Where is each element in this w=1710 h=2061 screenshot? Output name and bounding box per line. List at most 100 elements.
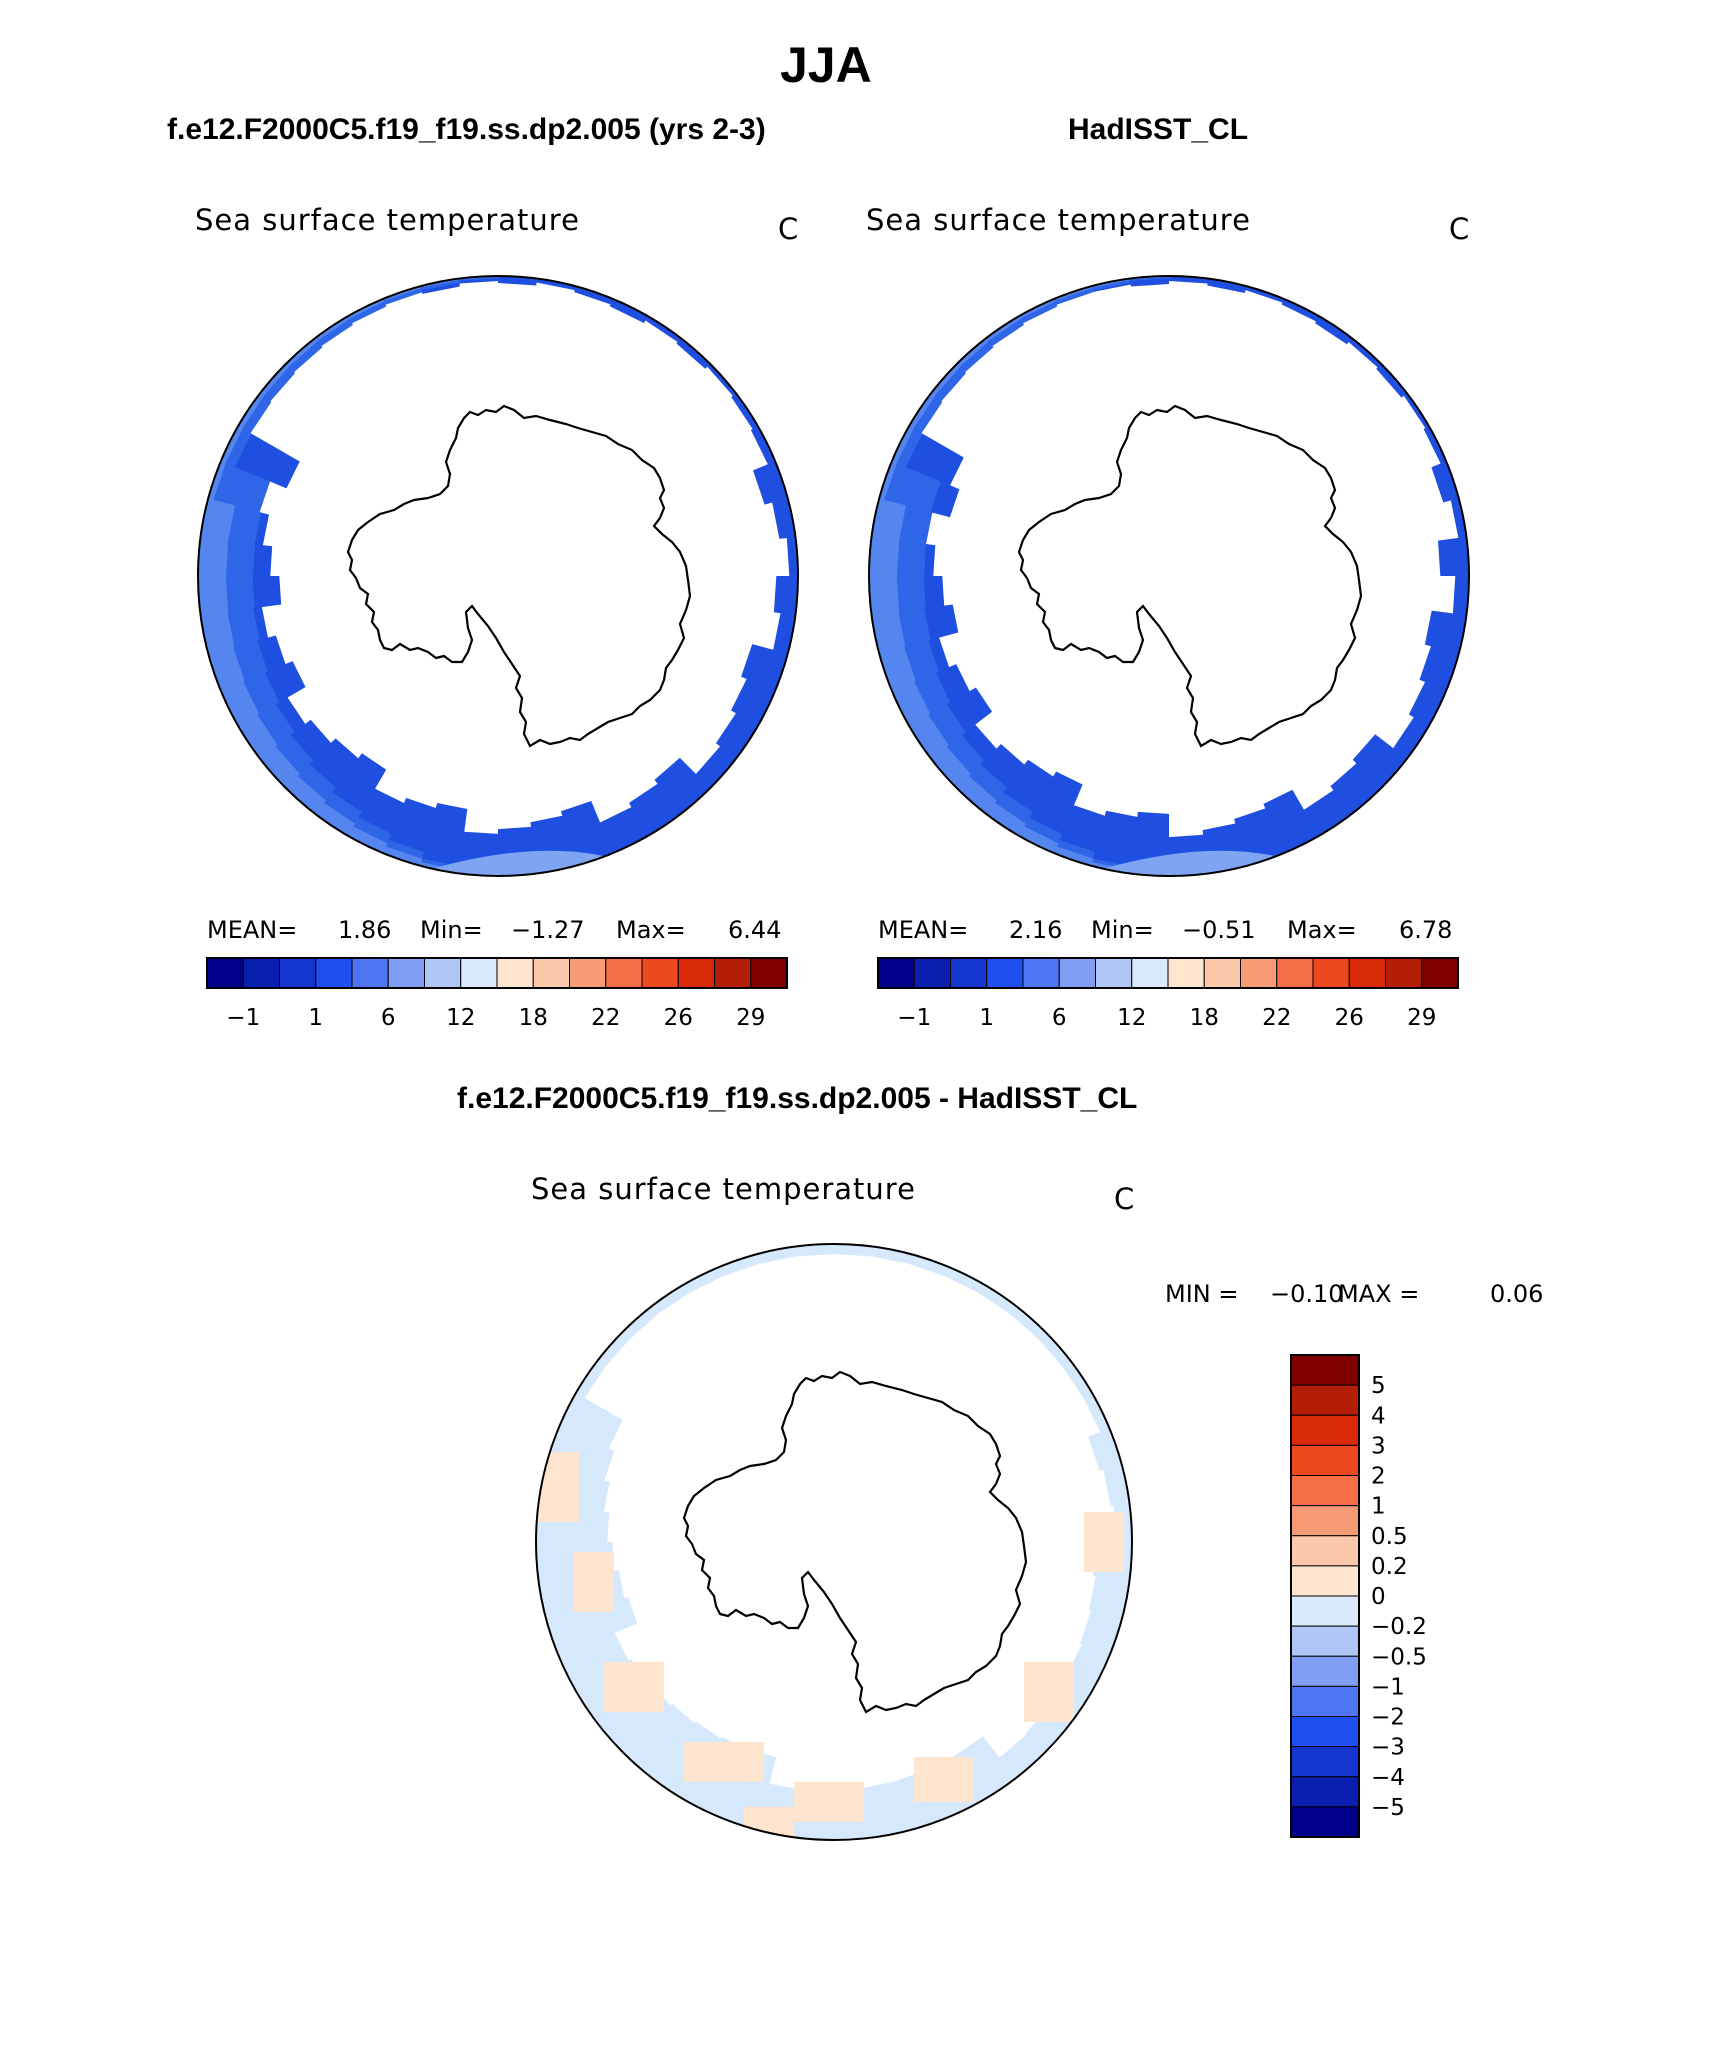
panel3-colorbar-box [1290, 1384, 1360, 1416]
panel1-colorbar-box [496, 957, 534, 989]
panel1-colorbar-box [351, 957, 389, 989]
panel3-colorbar-box [1290, 1625, 1360, 1657]
panel3-diff-positive-patch [914, 1757, 974, 1802]
panel1-colorbar-box [677, 957, 715, 989]
panel3-colorbar-tick-label: −0.2 [1371, 1614, 1427, 1640]
panel2-colorbar-tick-label: 29 [1407, 1005, 1436, 1031]
panel3-colorbar-tick-label: 0 [1371, 1584, 1386, 1610]
panel2-colorbar-tick-label: 6 [1052, 1005, 1067, 1031]
panel2-colorbar-box [1312, 957, 1350, 989]
panel1-sst-band-warmest [408, 850, 638, 876]
page-title: JJA [780, 37, 872, 93]
panel2-heading: HadISST_CL [1068, 113, 1249, 146]
panel3-colorbar-tick-label: 0.2 [1371, 1554, 1408, 1580]
panel1-mean-label: MEAN= [207, 916, 298, 944]
panel2-colorbar-box [1385, 957, 1423, 989]
panel3-colorbar-box [1290, 1535, 1360, 1567]
panel3-colorbar-box [1290, 1565, 1360, 1597]
panel1-colorbar-tick-label: 1 [308, 1005, 323, 1031]
panel2-max-label: Max= [1287, 916, 1357, 944]
panel2-colorbar-box [950, 957, 988, 989]
panel3-heading: f.e12.F2000C5.f19_f19.ss.dp2.005 - HadIS… [457, 1082, 1138, 1115]
panel1-variable-label: Sea surface temperature [195, 203, 580, 237]
panel3-max-label: MAX = [1338, 1280, 1420, 1308]
panel1-max: 6.44 [728, 916, 782, 944]
panel3-variable-label: Sea surface temperature [531, 1172, 916, 1206]
panel3-colorbar-box [1290, 1505, 1360, 1537]
panel2-max: 6.78 [1399, 916, 1453, 944]
panel1-colorbar-frame [206, 957, 788, 989]
panel2-colorbar-box [913, 957, 951, 989]
panel3-colorbar-box [1290, 1746, 1360, 1778]
panel1-min: −1.27 [511, 916, 585, 944]
panel3-units: C [1114, 1182, 1136, 1216]
panel3-colorbar-box [1290, 1354, 1360, 1386]
panel3-colorbar-box [1290, 1475, 1360, 1507]
panel1-map-border [197, 275, 799, 877]
panel1-colorbar-box [532, 957, 570, 989]
panel1-colorbar-tick-label: 26 [664, 1005, 693, 1031]
panel3-colorbar-box [1290, 1444, 1360, 1476]
panel1-min-label: Min= [420, 916, 483, 944]
panel1-colorbar-box [750, 957, 788, 989]
panel3-colorbar-box [1290, 1595, 1360, 1627]
panel1-colorbar-box [641, 957, 679, 989]
panel2-colorbar-box [877, 957, 915, 989]
panel3-colorbar-tick-label: 5 [1371, 1373, 1386, 1399]
panel1-mean: 1.86 [338, 916, 392, 944]
panel2-colorbar-tick-label: 1 [979, 1005, 994, 1031]
panel1-colorbar-tick-label: 12 [446, 1005, 475, 1031]
panel3-map [536, 1244, 1132, 1840]
panel2-units: C [1449, 212, 1471, 246]
panel2-colorbar-box [1095, 957, 1133, 989]
panel3-colorbar-tick-label: −2 [1371, 1705, 1405, 1731]
panel2-colorbar-tick-label: 18 [1190, 1005, 1219, 1031]
panel3-diff-positive-patch [604, 1662, 664, 1712]
panel1-colorbar-box [315, 957, 353, 989]
panel1-colorbar-tick-label: 29 [736, 1005, 765, 1031]
panel1-map [198, 276, 798, 876]
panel2-min: −0.51 [1182, 916, 1256, 944]
panel1-units: C [778, 212, 800, 246]
panel2-colorbar-box [1276, 957, 1314, 989]
panel3-diff-positive-patch [1084, 1512, 1124, 1572]
panel1-colorbar-tick-label: −1 [226, 1005, 260, 1031]
panel2-colorbar-tick-label: 26 [1335, 1005, 1364, 1031]
panel2-colorbar-frame [877, 957, 1459, 989]
panel3-colorbar-box [1290, 1776, 1360, 1808]
panel2-sst-band-warmest [1079, 850, 1309, 876]
panel3-min: −0.10 [1270, 1280, 1344, 1308]
panel3-colorbar-tick-label: −3 [1371, 1735, 1405, 1761]
panel3-min-label: MIN = [1165, 1280, 1239, 1308]
panel1-colorbar-box [424, 957, 462, 989]
panel3-diff-positive-patch [574, 1552, 614, 1612]
panel3-colorbar-tick-label: −1 [1371, 1674, 1405, 1700]
panel3-colorbar-box [1290, 1414, 1360, 1446]
panel3-colorbar-tick-label: 0.5 [1371, 1524, 1408, 1550]
panel2-colorbar-tick-label: −1 [897, 1005, 931, 1031]
panel3-colorbar-tick-label: −4 [1371, 1765, 1405, 1791]
panel2-colorbar-box [1348, 957, 1386, 989]
panel3-colorbar-tick-label: −5 [1371, 1795, 1405, 1821]
panel3-colorbar-tick-label: 3 [1371, 1433, 1386, 1459]
panel2-map-border [868, 275, 1470, 877]
panel2-mean: 2.16 [1009, 916, 1063, 944]
panel1-colorbar-box [387, 957, 425, 989]
panel3-colorbar-box [1290, 1655, 1360, 1687]
panel1-colorbar-box [714, 957, 752, 989]
panel2-colorbar-box [1022, 957, 1060, 989]
panel1-colorbar-box [605, 957, 643, 989]
panel1-colorbar-tick-label: 6 [381, 1005, 396, 1031]
panel3-colorbar-tick-label: −0.5 [1371, 1644, 1427, 1670]
panel2-colorbar-tick-label: 22 [1262, 1005, 1291, 1031]
panel3-colorbar-frame [1290, 1354, 1360, 1838]
panel3-colorbar-box [1290, 1716, 1360, 1748]
panel1-colorbar-box [460, 957, 498, 989]
panel2-colorbar-box [1131, 957, 1169, 989]
panel3-diff-positive-patch [794, 1782, 864, 1822]
panel2-colorbar-box [1421, 957, 1459, 989]
panel1-colorbar-box [206, 957, 244, 989]
panel3-colorbar-box [1290, 1806, 1360, 1838]
panel3-map-border [535, 1243, 1133, 1841]
panel1-colorbar-box [242, 957, 280, 989]
